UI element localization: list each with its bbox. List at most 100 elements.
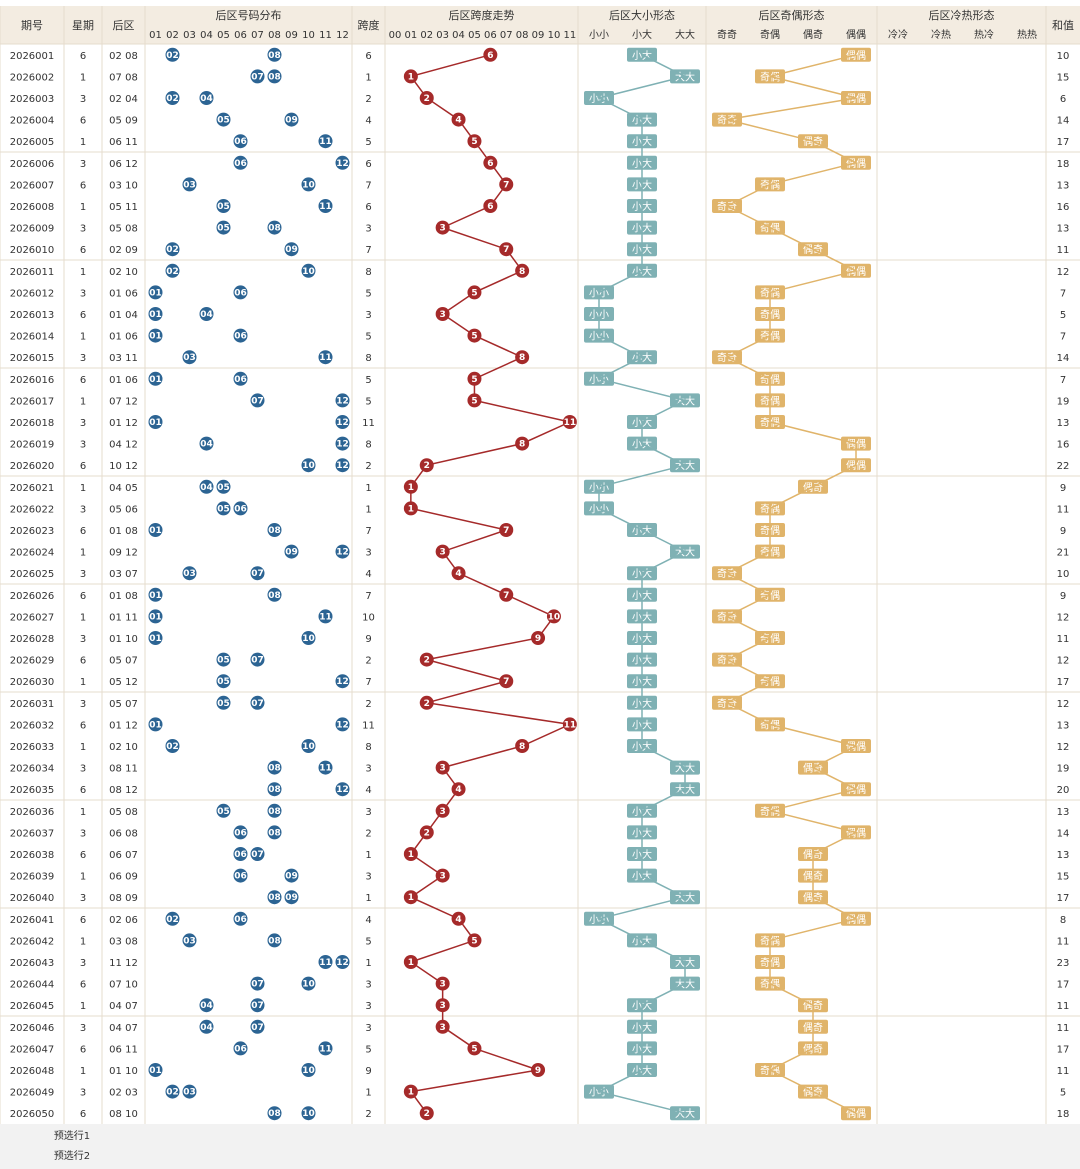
header-sz: 后区大小形态 bbox=[609, 8, 675, 22]
cell-sum: 15 bbox=[1057, 872, 1070, 883]
dist-ball bbox=[216, 695, 231, 710]
span-ball bbox=[435, 803, 450, 818]
cell-rear: 01 12 bbox=[109, 720, 138, 731]
cell-week: 3 bbox=[80, 569, 86, 580]
cell-rear: 04 05 bbox=[109, 483, 138, 494]
cell-sum: 17 bbox=[1057, 980, 1070, 991]
dist-ball-label: 01 bbox=[149, 634, 162, 644]
cell-sum: 13 bbox=[1057, 180, 1070, 191]
cell-rear: 08 10 bbox=[109, 1109, 138, 1120]
cell-span: 3 bbox=[365, 1023, 371, 1034]
span-ball bbox=[403, 955, 418, 969]
cell-sum: 14 bbox=[1057, 828, 1070, 839]
cell-week: 6 bbox=[80, 375, 86, 386]
dist-ball-label: 01 bbox=[149, 720, 162, 730]
cell-week: 3 bbox=[80, 353, 86, 364]
cell-span: 9 bbox=[365, 634, 371, 645]
cell-rear: 02 09 bbox=[109, 245, 138, 256]
dist-ball-label: 07 bbox=[251, 396, 264, 406]
cell-rear: 04 07 bbox=[109, 1023, 138, 1034]
trend-col-label: 11 bbox=[563, 30, 576, 41]
dist-ball-label: 06 bbox=[234, 1044, 247, 1054]
span-ball bbox=[403, 479, 418, 494]
cell-span: 8 bbox=[365, 353, 371, 364]
dist-ball-label: 05 bbox=[217, 699, 230, 709]
span-ball bbox=[435, 220, 450, 235]
dist-ball-label: 11 bbox=[319, 202, 332, 212]
cell-issue: 2026003 bbox=[10, 94, 55, 105]
dist-ball-label: 01 bbox=[149, 591, 162, 601]
header-ch: 后区冷热形态 bbox=[929, 9, 995, 22]
cell-issue: 2026042 bbox=[10, 936, 55, 947]
span-ball-label: 1 bbox=[408, 893, 414, 903]
cell-week: 6 bbox=[80, 461, 86, 472]
dist-ball bbox=[250, 695, 265, 710]
cell-sum: 19 bbox=[1057, 764, 1070, 775]
cell-week: 3 bbox=[80, 224, 86, 235]
cell-span: 5 bbox=[365, 375, 371, 386]
header-issue: 期号 bbox=[21, 19, 43, 32]
dist-ball bbox=[267, 933, 282, 948]
dist-ball bbox=[199, 1019, 214, 1034]
dist-ball-label: 01 bbox=[149, 526, 162, 536]
span-ball-label: 3 bbox=[440, 980, 446, 990]
cell-rear: 02 10 bbox=[109, 742, 138, 753]
dist-ball bbox=[148, 523, 163, 537]
span-ball bbox=[499, 587, 514, 602]
header-rear: 后区 bbox=[113, 19, 135, 32]
dist-col-label: 01 bbox=[149, 30, 162, 41]
dist-ball-label: 08 bbox=[268, 893, 281, 903]
dist-ball bbox=[318, 760, 333, 775]
cell-issue: 2026032 bbox=[10, 720, 55, 731]
dist-ball bbox=[318, 350, 333, 365]
dist-ball bbox=[216, 112, 231, 127]
dist-ball-label: 09 bbox=[285, 893, 298, 903]
dist-ball-label: 05 bbox=[217, 656, 230, 666]
cell-sum: 14 bbox=[1057, 353, 1070, 364]
dist-ball bbox=[250, 69, 265, 84]
dist-ball-label: 05 bbox=[217, 116, 230, 126]
dist-ball bbox=[301, 1063, 316, 1077]
cell-issue: 2026013 bbox=[10, 310, 55, 321]
cell-issue: 2026005 bbox=[10, 137, 55, 148]
dist-ball bbox=[233, 371, 248, 386]
cell-span: 1 bbox=[365, 850, 371, 861]
cell-span: 1 bbox=[365, 72, 371, 83]
trend-col-label: 04 bbox=[452, 30, 465, 41]
dist-ball-label: 02 bbox=[166, 1088, 179, 1098]
dist-ball bbox=[165, 263, 180, 278]
cell-span: 2 bbox=[365, 828, 371, 839]
dist-ball-label: 08 bbox=[268, 51, 281, 61]
cell-span: 4 bbox=[365, 569, 371, 580]
size-mark-label: 小小 bbox=[589, 503, 609, 515]
span-ball-label: 11 bbox=[564, 418, 577, 428]
dist-col-label: 10 bbox=[302, 30, 315, 41]
ch-col-label: 冷冷 bbox=[888, 28, 908, 41]
dist-ball bbox=[335, 155, 350, 170]
cell-span: 1 bbox=[365, 1088, 371, 1099]
span-ball-label: 1 bbox=[408, 850, 414, 860]
span-ball-label: 1 bbox=[408, 1088, 414, 1098]
cell-week: 1 bbox=[80, 332, 86, 343]
cell-span: 3 bbox=[365, 310, 371, 321]
header-span: 跨度 bbox=[358, 18, 380, 32]
dist-ball bbox=[250, 1019, 265, 1034]
cell-week: 1 bbox=[80, 137, 86, 148]
cell-issue: 2026033 bbox=[10, 742, 55, 753]
trend-col-label: 08 bbox=[516, 30, 529, 41]
span-ball-label: 5 bbox=[471, 375, 477, 385]
cell-span: 7 bbox=[365, 245, 371, 256]
dist-ball bbox=[318, 1041, 333, 1056]
dist-ball-label: 05 bbox=[217, 483, 230, 493]
header-bg bbox=[0, 6, 1080, 44]
trend-col-label: 05 bbox=[468, 30, 481, 41]
dist-ball-label: 12 bbox=[336, 720, 349, 730]
dist-ball bbox=[165, 47, 180, 62]
dist-ball bbox=[182, 1084, 197, 1099]
span-ball bbox=[419, 1106, 434, 1121]
cell-issue: 2026031 bbox=[10, 699, 55, 710]
dist-ball bbox=[318, 199, 333, 213]
span-ball-label: 2 bbox=[424, 828, 430, 838]
size-col-label: 小小 bbox=[589, 29, 609, 41]
dist-ball-label: 08 bbox=[268, 591, 281, 601]
